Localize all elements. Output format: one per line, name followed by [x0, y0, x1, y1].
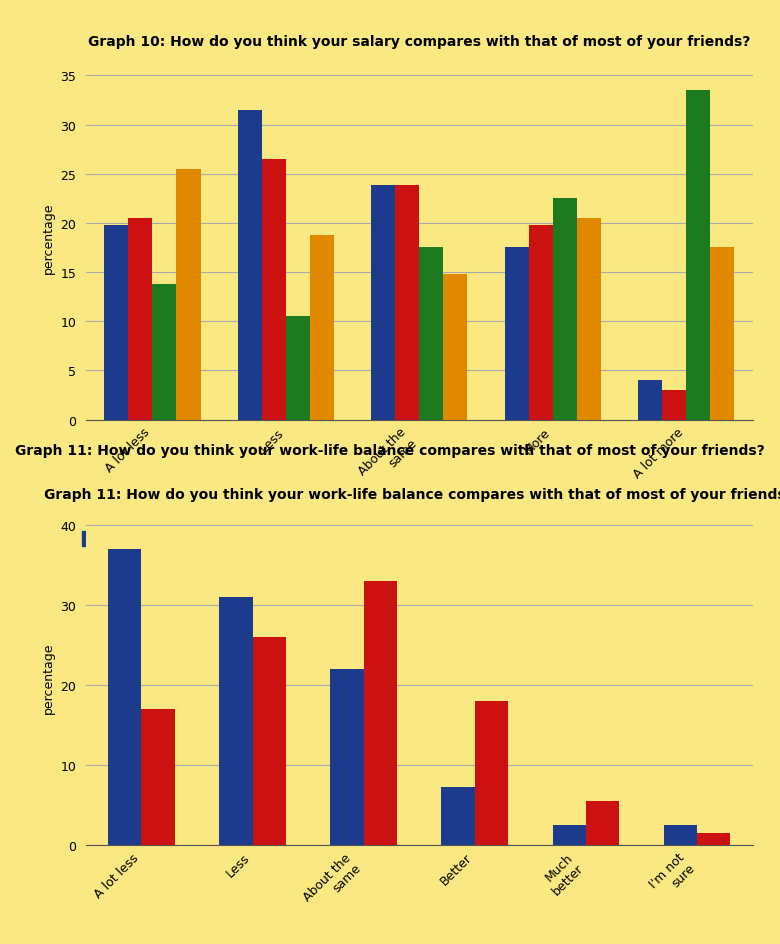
Text: Graph 11: How do you think your work-life balance compares with that of most of : Graph 11: How do you think your work-lif…: [15, 444, 765, 458]
Bar: [253, 637, 285, 845]
Bar: [443, 275, 467, 420]
Bar: [505, 248, 529, 420]
Bar: [638, 380, 662, 420]
Bar: [371, 186, 395, 420]
Bar: [664, 825, 697, 845]
Bar: [108, 549, 141, 845]
Bar: [105, 226, 129, 420]
Bar: [262, 160, 285, 420]
Bar: [441, 787, 475, 845]
Bar: [697, 833, 730, 845]
Legend: male academics, female academics, male professionals, female professionals: male academics, female academics, male p…: [79, 528, 718, 550]
Bar: [552, 825, 586, 845]
Y-axis label: percentage: percentage: [41, 642, 55, 713]
Bar: [686, 91, 710, 420]
Bar: [710, 248, 734, 420]
Bar: [141, 709, 175, 845]
Bar: [129, 219, 153, 420]
Title: Graph 11: How do you think your work-life balance compares with that of most of : Graph 11: How do you think your work-lif…: [44, 488, 780, 501]
Bar: [153, 284, 176, 420]
Bar: [552, 199, 576, 420]
Bar: [576, 219, 601, 420]
Bar: [363, 582, 397, 845]
Bar: [662, 391, 686, 420]
Bar: [475, 701, 509, 845]
Bar: [395, 186, 420, 420]
Bar: [238, 110, 262, 420]
Bar: [310, 235, 334, 420]
Bar: [176, 170, 200, 420]
Bar: [586, 801, 619, 845]
Bar: [219, 598, 253, 845]
Title: Graph 10: How do you think your salary compares with that of most of your friend: Graph 10: How do you think your salary c…: [88, 35, 750, 48]
Y-axis label: percentage: percentage: [41, 203, 55, 274]
Bar: [529, 226, 553, 420]
Bar: [285, 317, 310, 420]
Bar: [420, 248, 443, 420]
Bar: [331, 669, 363, 845]
